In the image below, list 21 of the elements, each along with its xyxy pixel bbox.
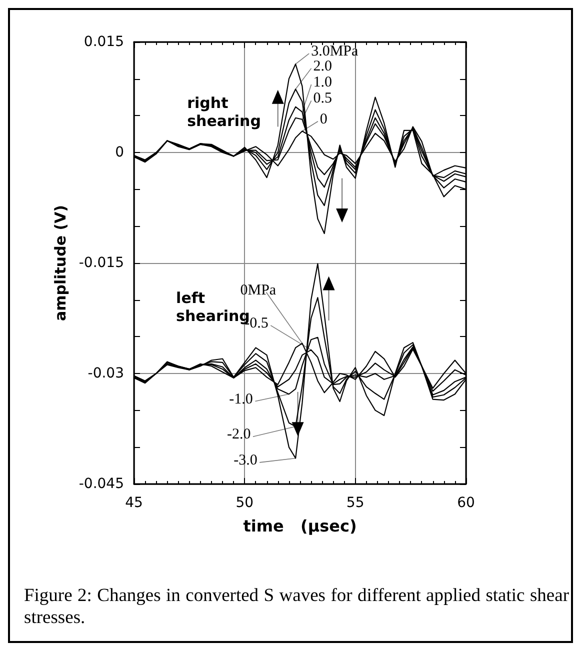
x-axis-title: time (μsec) xyxy=(243,516,357,536)
series-label: 1.0 xyxy=(313,74,332,91)
legend-label: 3.0MPa xyxy=(311,44,358,60)
y-tick-label: -0.015 xyxy=(78,255,124,271)
series-label: 2.0 xyxy=(313,58,332,74)
annotation: right shearing xyxy=(187,94,261,130)
series-label: -1.0 xyxy=(229,391,253,408)
y-tick-label: 0.015 xyxy=(84,34,124,50)
x-tick-label: 45 xyxy=(125,495,143,511)
text: -3.0 xyxy=(234,452,258,468)
x-tick-label: 60 xyxy=(457,495,475,511)
x-tick-label: 55 xyxy=(346,495,364,511)
y-tick-label: -0.03 xyxy=(88,366,124,382)
series-label: 0.5 xyxy=(313,90,332,107)
x-tick-label: 50 xyxy=(236,495,254,511)
y-axis-title: amplitude (V) xyxy=(51,204,70,322)
text: -2.0 xyxy=(226,426,251,443)
series-label: 0 xyxy=(320,111,328,128)
caption: Figure 2: Changes in converted S waves for different applied static shear stresses. xyxy=(24,585,569,629)
y-tick-label: -0.045 xyxy=(78,476,124,492)
y-tick-label: 0 xyxy=(115,144,124,160)
